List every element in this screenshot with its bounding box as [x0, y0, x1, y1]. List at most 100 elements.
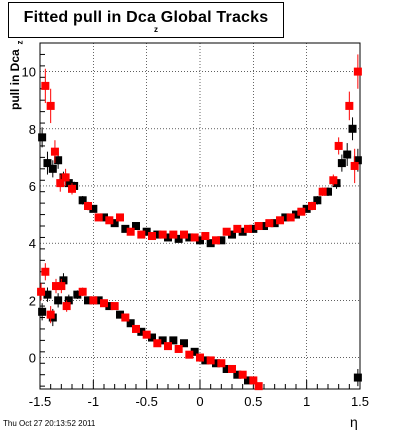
red-data-point: [228, 364, 236, 373]
black-data-point: [249, 224, 258, 233]
black-data-point: [281, 213, 290, 222]
black-data-point: [38, 133, 47, 142]
x-tick-label: -1: [88, 394, 100, 409]
red-data-point: [217, 359, 226, 368]
y-tick-label: 10: [22, 65, 36, 80]
red-data-point: [174, 344, 183, 353]
black-data-point: [270, 219, 279, 228]
red-data-point: [353, 67, 362, 76]
black-data-point: [110, 219, 119, 228]
x-tick-label: 1: [303, 394, 310, 409]
red-data-point: [110, 302, 119, 311]
black-data-point: [174, 234, 183, 243]
red-data-point: [61, 173, 70, 182]
x-tick-label: -0.5: [135, 394, 157, 409]
black-data-point: [292, 210, 300, 219]
red-data-point: [180, 230, 188, 239]
black-data-point: [324, 187, 332, 196]
datestamp: Thu Oct 27 20:13:52 2011: [3, 419, 96, 428]
x-tick-label: 0.5: [244, 394, 262, 409]
chart-title-tail: Global Tracks: [160, 9, 269, 26]
red-data-point: [329, 176, 338, 185]
black-data-point: [180, 339, 188, 348]
red-data-point: [196, 353, 204, 362]
y-axis-label: pull in Dca: [8, 49, 22, 110]
red-data-point: [84, 201, 92, 210]
red-data-point: [50, 147, 59, 156]
red-data-point: [116, 213, 124, 222]
red-data-point: [41, 267, 50, 276]
red-data-point: [78, 287, 87, 296]
x-axis-label: η: [350, 414, 358, 430]
y-tick-label: 0: [29, 351, 36, 366]
black-data-point: [201, 356, 210, 365]
black-data-point: [126, 319, 135, 328]
black-data-point: [238, 227, 247, 236]
black-data-point: [94, 296, 103, 305]
black-data-point: [116, 310, 124, 319]
red-data-point: [249, 376, 258, 385]
y-tick-label: 2: [29, 293, 36, 308]
black-data-point: [48, 164, 57, 173]
red-data-point: [206, 356, 215, 365]
red-data-point: [153, 339, 162, 348]
red-data-point: [41, 81, 50, 90]
black-data-point: [132, 222, 140, 231]
red-data-point: [238, 370, 247, 379]
chart-title-text: Fitted pull in Dca: [23, 9, 157, 26]
red-data-point: [142, 330, 151, 339]
black-data-point: [54, 296, 63, 305]
black-data-point: [190, 347, 199, 356]
black-data-point: [169, 336, 178, 345]
black-data-point: [64, 296, 73, 305]
red-data-point: [56, 179, 65, 188]
black-data-point: [217, 236, 226, 245]
red-data-point: [244, 224, 252, 233]
black-data-point: [244, 376, 252, 385]
black-data-point: [313, 196, 322, 205]
chart-title-subscript: z: [154, 25, 158, 34]
black-data-point: [353, 156, 362, 165]
black-data-point: [353, 373, 362, 382]
red-data-point: [276, 216, 284, 225]
black-data-point: [43, 290, 52, 299]
red-data-point: [334, 141, 343, 150]
red-data-point: [169, 230, 178, 239]
black-data-point: [38, 307, 47, 316]
red-data-point: [350, 161, 359, 170]
black-data-point: [222, 364, 231, 373]
red-data-point: [233, 224, 242, 233]
black-data-point: [185, 233, 194, 242]
black-data-point: [64, 179, 73, 188]
black-data-point: [121, 224, 130, 233]
red-data-point: [222, 227, 231, 236]
chart-title: Fitted pull in Dca Global Tracks: [9, 9, 283, 27]
black-data-point: [78, 196, 87, 205]
red-data-point: [148, 232, 156, 241]
red-data-point: [297, 207, 306, 216]
red-data-point: [68, 184, 76, 193]
red-data-point: [57, 282, 66, 291]
black-data-point: [302, 204, 311, 213]
black-data-point: [164, 233, 172, 242]
red-data-point: [94, 213, 103, 222]
black-data-point: [212, 359, 220, 368]
red-data-point: [100, 299, 108, 308]
black-data-point: [105, 302, 114, 311]
red-data-point: [286, 213, 295, 222]
black-data-point: [196, 236, 204, 245]
black-data-point: [142, 227, 151, 236]
red-data-point: [254, 222, 263, 231]
y-axis-label-subscript: z: [15, 40, 25, 45]
red-data-point: [121, 313, 130, 322]
red-data-point: [46, 310, 55, 319]
black-data-point: [59, 276, 68, 285]
red-data-point: [158, 230, 167, 239]
red-data-point: [345, 101, 354, 110]
black-data-point: [348, 124, 357, 133]
black-data-point: [153, 230, 162, 239]
red-data-point: [132, 324, 140, 333]
x-tick-label: -1.5: [29, 394, 51, 409]
x-tick-label: 0: [196, 394, 203, 409]
